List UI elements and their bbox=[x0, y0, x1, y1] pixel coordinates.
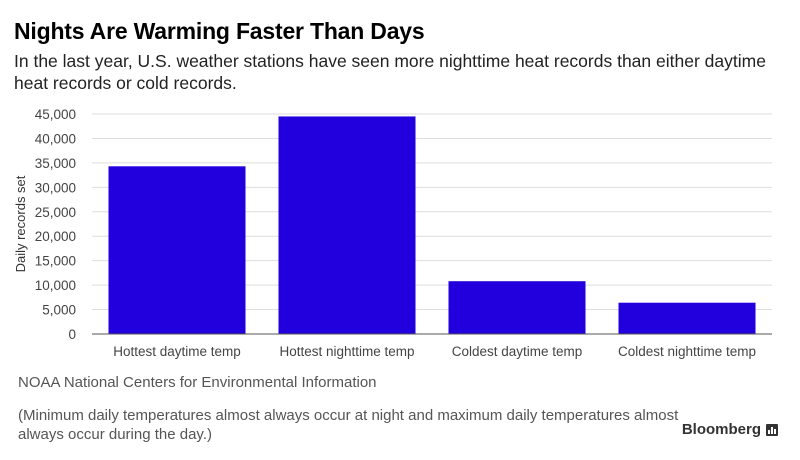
y-tick-label: 25,000 bbox=[35, 205, 76, 220]
x-tick-label: Coldest nighttime temp bbox=[618, 344, 756, 359]
y-tick-label: 45,000 bbox=[35, 107, 76, 122]
y-axis-ticks: 0 5,000 10,000 15,000 20,000 25,000 30,000 35,0… bbox=[35, 107, 76, 342]
y-tick-label: 35,000 bbox=[35, 156, 76, 171]
bar bbox=[618, 302, 756, 334]
brand-name: Bloomberg bbox=[681, 421, 761, 438]
bars bbox=[108, 116, 756, 334]
bar bbox=[108, 166, 246, 334]
x-tick-label: Coldest daytime temp bbox=[452, 344, 583, 359]
footnote: (Minimum daily temperatures almost alway… bbox=[18, 407, 679, 443]
y-tick-label: 15,000 bbox=[35, 254, 76, 269]
y-tick-label: 40,000 bbox=[35, 131, 76, 146]
y-tick-label: 5,000 bbox=[42, 303, 76, 318]
y-axis-title: Daily records set bbox=[13, 175, 28, 272]
bar bbox=[278, 116, 416, 334]
y-tick-label: 0 bbox=[68, 327, 76, 342]
bar-chart: 0 5,000 10,000 15,000 20,000 25,000 30,000 35,0… bbox=[13, 107, 772, 359]
chart-subtitle: In the last year, U.S. weather stations … bbox=[14, 51, 766, 93]
chart-title: Nights Are Warming Faster Than Days bbox=[14, 18, 425, 44]
x-tick-label: Hottest daytime temp bbox=[113, 344, 241, 359]
x-axis-labels: Hottest daytime temp Hottest nighttime te… bbox=[113, 344, 756, 359]
y-tick-label: 30,000 bbox=[35, 180, 76, 195]
y-tick-label: 20,000 bbox=[35, 229, 76, 244]
brand-logo: Bloomberg bbox=[682, 421, 778, 438]
y-tick-label: 10,000 bbox=[35, 278, 76, 293]
bar bbox=[448, 281, 586, 334]
x-tick-label: Hottest nighttime temp bbox=[279, 344, 414, 359]
source-note: NOAA National Centers for Environmental … bbox=[18, 374, 377, 391]
chart-icon bbox=[766, 423, 778, 436]
